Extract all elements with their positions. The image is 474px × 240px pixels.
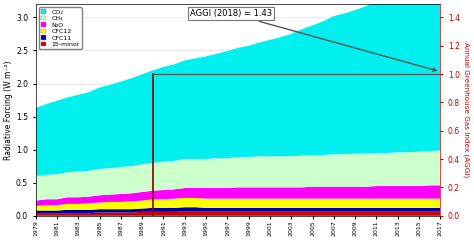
Y-axis label: Annual Greenhouse Gas Index (AGGI): Annual Greenhouse Gas Index (AGGI) xyxy=(463,42,470,178)
Text: AGGI (2018) = 1.43: AGGI (2018) = 1.43 xyxy=(190,9,436,71)
Legend: CO₂, CH₄, N₂O, CFC12, CFC11, 15-minor: CO₂, CH₄, N₂O, CFC12, CFC11, 15-minor xyxy=(39,7,82,49)
Y-axis label: Radiative Forcing (W m⁻²): Radiative Forcing (W m⁻²) xyxy=(4,60,13,160)
